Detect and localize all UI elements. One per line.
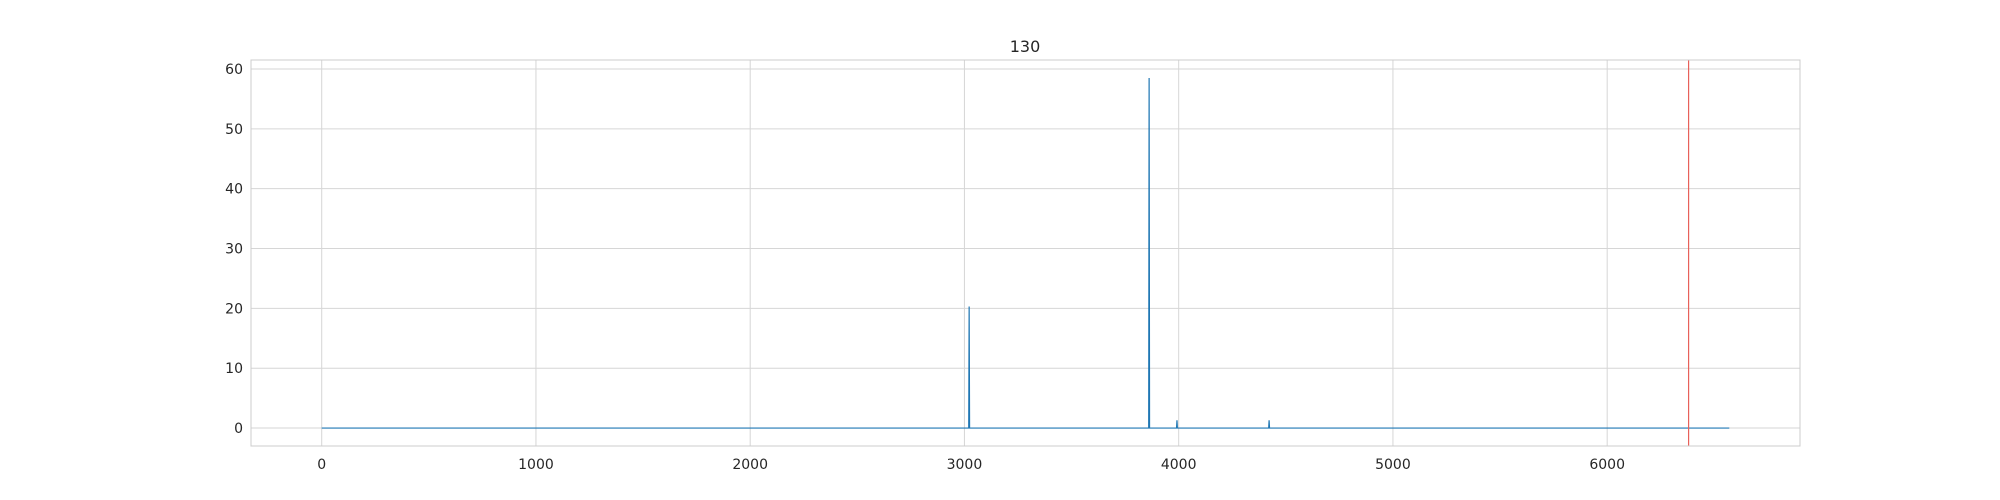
y-tick-label: 0 <box>234 421 243 437</box>
x-tick-label: 5000 <box>1375 457 1411 473</box>
y-tick-label: 60 <box>225 62 243 78</box>
x-tick-label: 3000 <box>947 457 983 473</box>
y-tick-label: 30 <box>225 242 243 258</box>
series-layer <box>321 77 1730 429</box>
y-tick-label: 20 <box>225 301 243 317</box>
y-tick-label: 40 <box>225 182 243 198</box>
plot-frame <box>250 59 1801 447</box>
x-tick-label: 6000 <box>1589 457 1625 473</box>
y-tick-label: 10 <box>225 361 243 377</box>
series-line-0 <box>321 77 1730 429</box>
x-tick-label: 0 <box>317 457 326 473</box>
y-tick-label: 50 <box>225 122 243 138</box>
chart-title: 130 <box>1010 37 1041 56</box>
x-tick-label: 2000 <box>732 457 768 473</box>
x-axis-ticks: 0 1000 2000 3000 4000 5000 6000 <box>317 457 1625 473</box>
x-tick-label: 4000 <box>1161 457 1197 473</box>
x-tick-label: 1000 <box>518 457 554 473</box>
grid <box>251 60 1800 446</box>
y-axis-ticks: 0 10 20 30 40 50 60 <box>225 62 243 437</box>
